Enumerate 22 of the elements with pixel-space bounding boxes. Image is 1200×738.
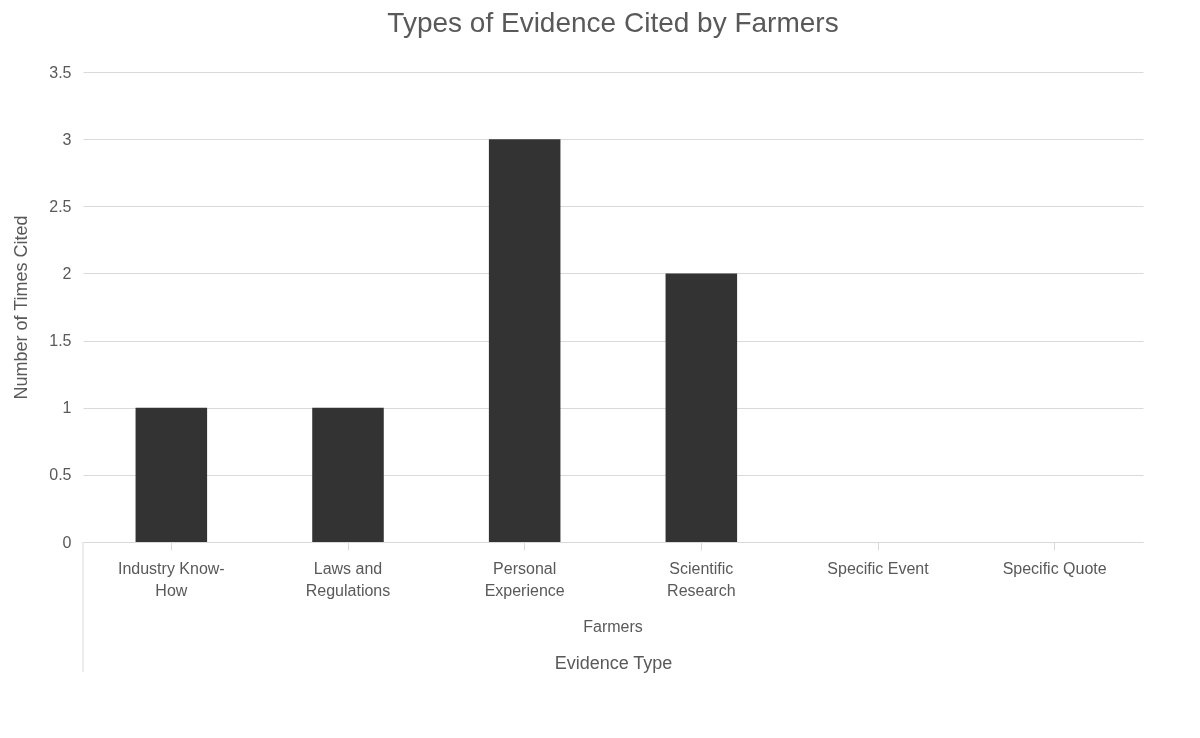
y-tick-label: 2	[62, 264, 72, 282]
bar	[135, 407, 208, 542]
text: Farmers	[583, 618, 643, 635]
y-tick-label: 3.5	[49, 63, 72, 81]
x-tick-label: Specific Event	[827, 559, 930, 577]
y-tick-label: 2.5	[49, 197, 72, 215]
y-tick-label: 1.5	[49, 332, 72, 350]
bar	[312, 407, 384, 542]
y-tick-label: 0.5	[49, 466, 72, 484]
y-tick-label: 0	[62, 533, 72, 551]
bar	[488, 139, 561, 542]
x-tick-label: Specific Quote	[1002, 559, 1107, 577]
x-tick-label: Personal Experience	[484, 559, 565, 599]
x-tick-label: Laws and Regulations	[305, 559, 391, 599]
bar	[665, 273, 738, 542]
x-tick-label: Scientific Research	[667, 559, 736, 599]
y-tick-label: 1	[62, 399, 72, 417]
x-tick-label: Industry Know-How	[117, 559, 225, 599]
x-axis-title: Evidence Type	[554, 652, 673, 673]
chart-title: Types of Evidence Cited by Farmers	[387, 7, 839, 38]
y-axis-title: Number of Times Cited	[11, 215, 32, 400]
y-tick-label: 3	[62, 130, 72, 148]
